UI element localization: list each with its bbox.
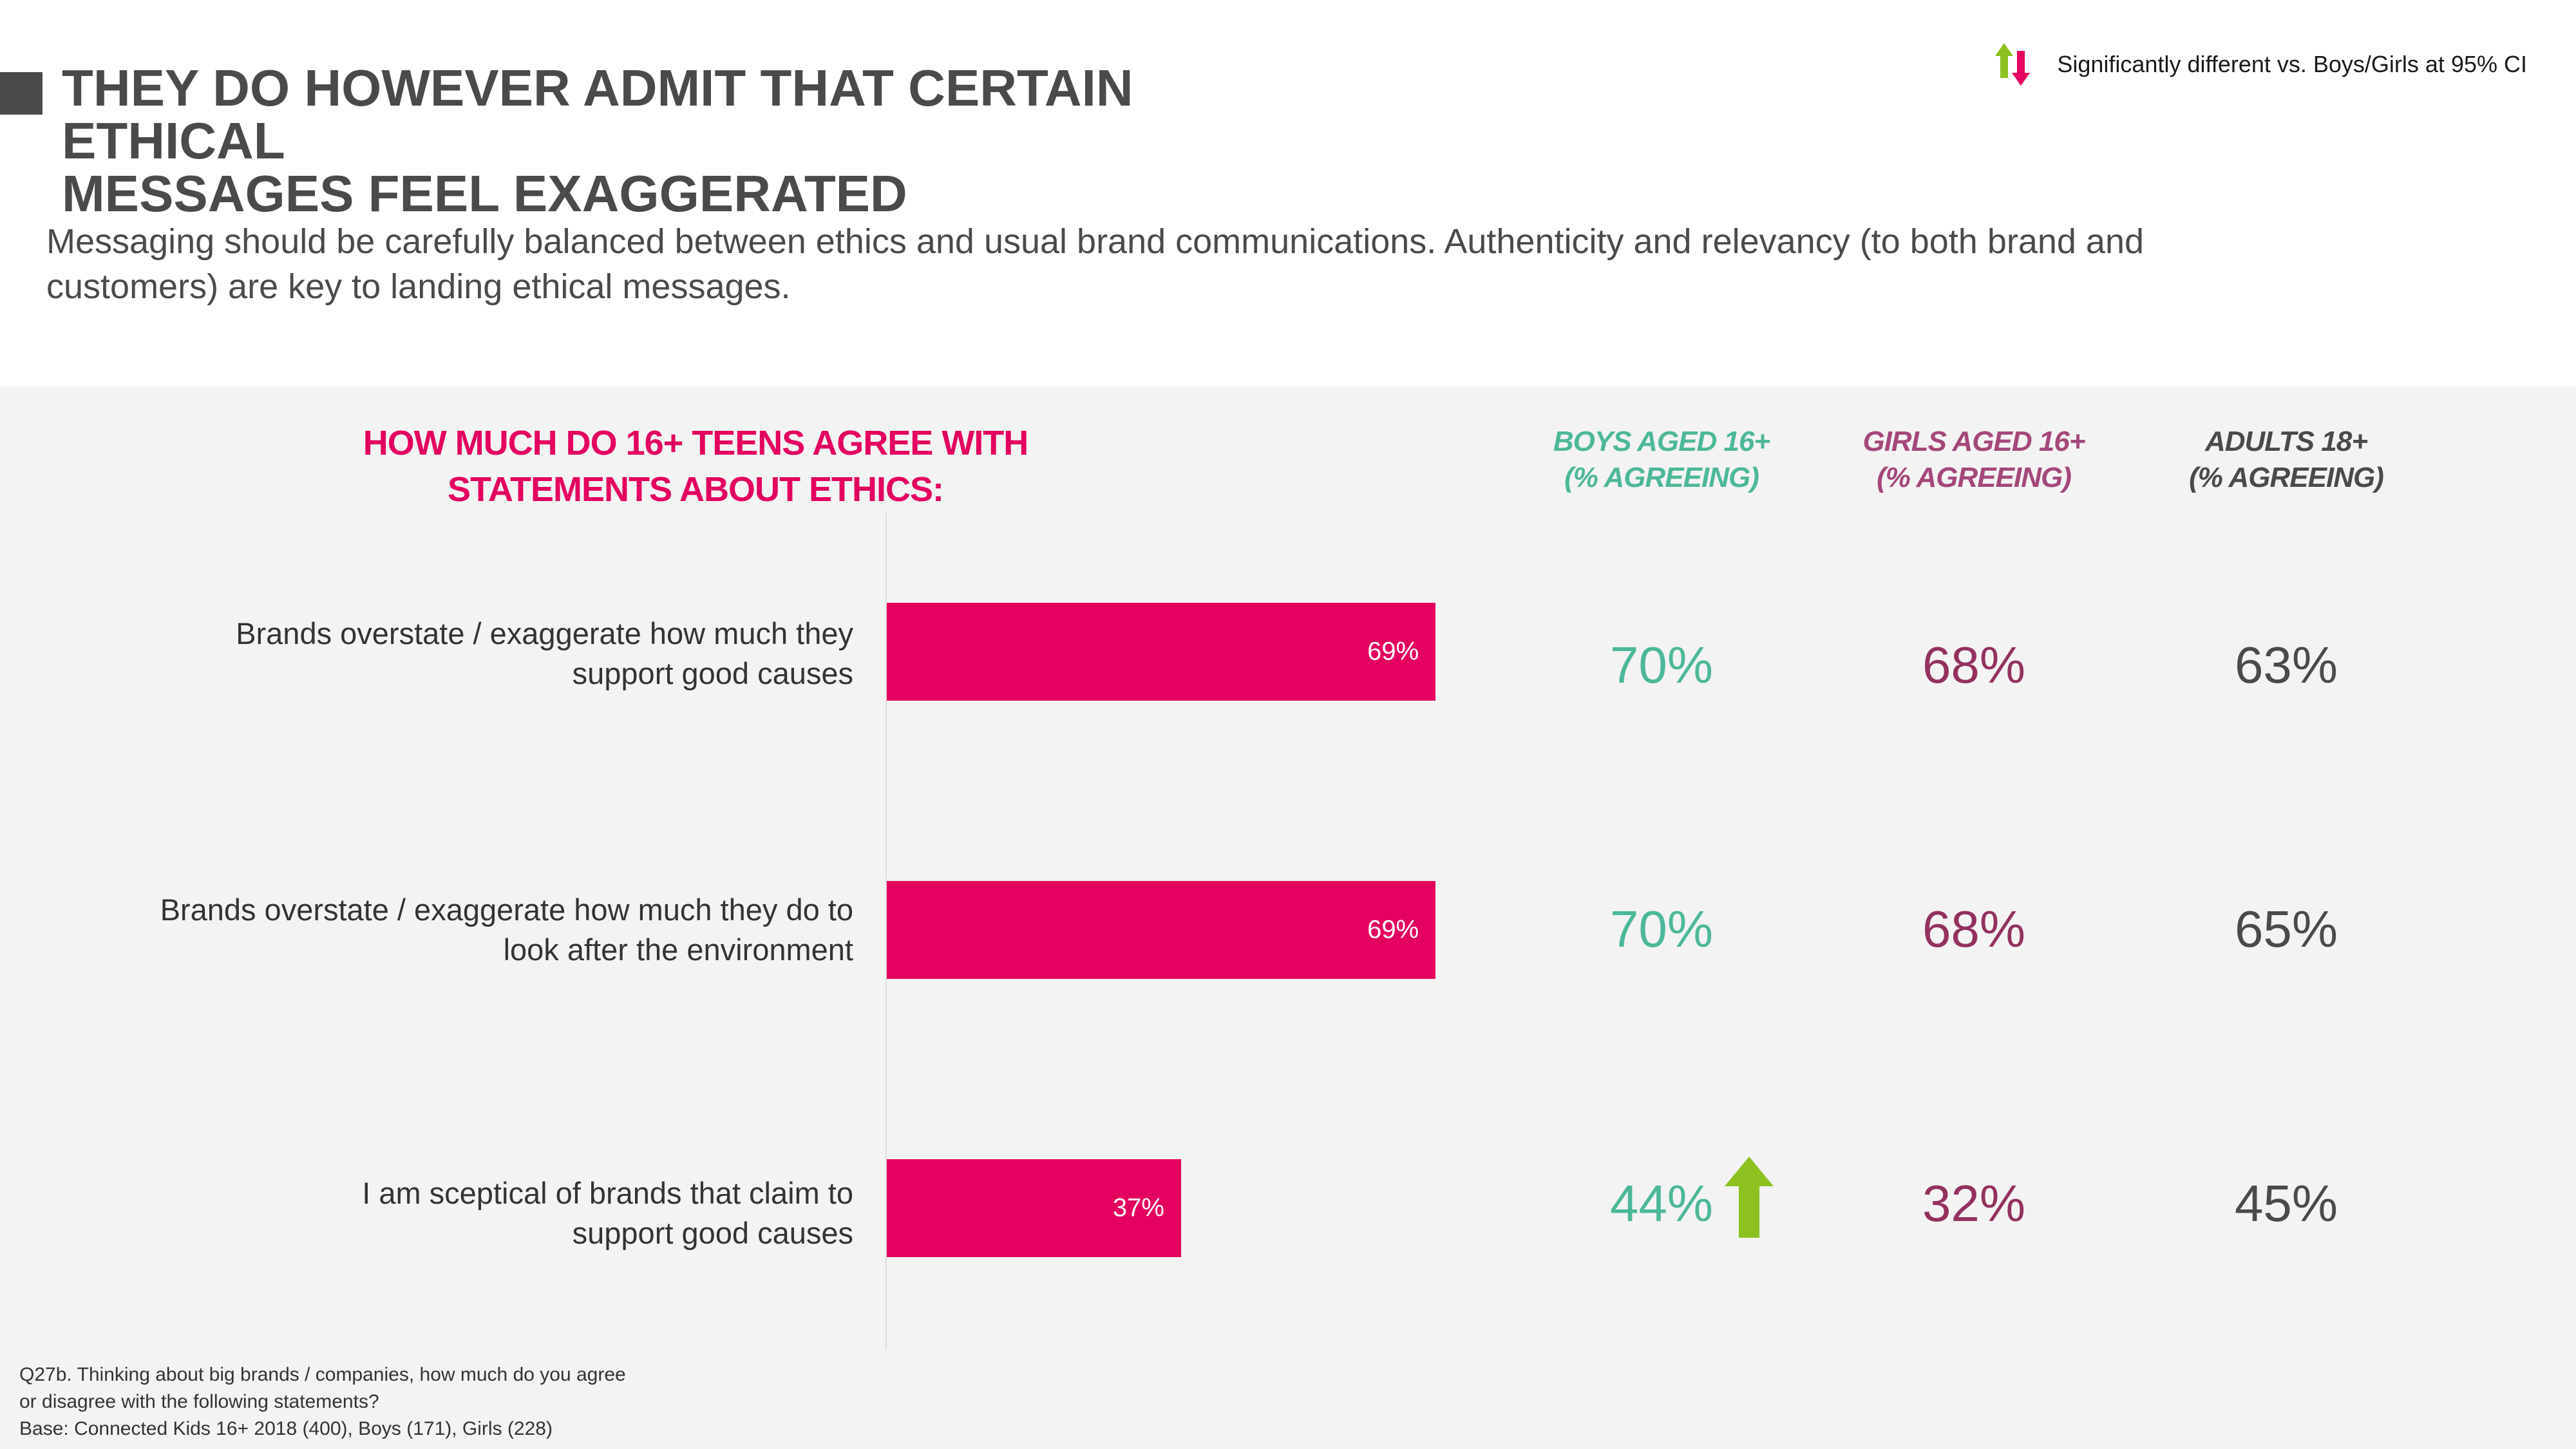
legend-text: Significantly different vs. Boys/Girls a… — [2057, 51, 2527, 77]
significance-legend: Significantly different vs. Boys/Girls a… — [1995, 41, 2527, 88]
bar-data-label: 69% — [1367, 637, 1419, 666]
column-header-girls-line-1: GIRLS AGED 16+ — [1862, 426, 2085, 457]
column-header-girls: GIRLS AGED 16+ (% AGREEING) — [1819, 424, 2128, 496]
stat-girls: 68% — [1922, 900, 2026, 958]
row-label-line-1: I am sceptical of brands that claim to — [362, 1176, 853, 1210]
bar-row-1: 69% — [887, 603, 1436, 701]
row-label: Brands overstate / exaggerate how much t… — [77, 890, 853, 970]
bar-row-2: 69% — [887, 881, 1436, 979]
chart-title-line-2: STATEMENTS ABOUT ETHICS: — [448, 470, 944, 509]
bar-row-3: 37% — [887, 1159, 1181, 1257]
footnote-line-3: Base: Connected Kids 16+ 2018 (400), Boy… — [19, 1418, 553, 1439]
stat-girls: 32% — [1922, 1175, 2026, 1232]
stat-boys: 70% — [1609, 900, 1714, 958]
column-header-adults-line-2: (% AGREEING) — [2189, 462, 2384, 493]
chart-axis-line — [886, 512, 887, 1349]
title-marker — [0, 72, 43, 115]
row-label-line-1: Brands overstate / exaggerate how much t… — [236, 616, 853, 650]
row-label-line-2: look after the environment — [503, 933, 853, 967]
row-label: I am sceptical of brands that claim to s… — [77, 1173, 853, 1253]
bar-data-label: 69% — [1367, 915, 1419, 944]
footnote-line-2: or disagree with the following statement… — [19, 1391, 379, 1412]
stat-adults: 63% — [2234, 636, 2338, 694]
footnote: Q27b. Thinking about big brands / compan… — [19, 1361, 792, 1443]
row-label: Brands overstate / exaggerate how much t… — [77, 614, 853, 694]
row-label-line-1: Brands overstate / exaggerate how much t… — [160, 893, 853, 927]
significance-up-arrow-icon — [1725, 1157, 1774, 1238]
subtitle-line-1: Messaging should be carefully balanced b… — [46, 222, 2145, 261]
footnote-line-1: Q27b. Thinking about big brands / compan… — [19, 1364, 626, 1385]
column-header-girls-line-2: (% AGREEING) — [1877, 462, 2072, 493]
stat-boys: 44% — [1609, 1175, 1714, 1232]
column-header-boys-line-2: (% AGREEING) — [1564, 462, 1759, 493]
chart-title: HOW MUCH DO 16+ TEENS AGREE WITH STATEME… — [341, 420, 1050, 513]
row-label-line-2: support good causes — [572, 656, 853, 690]
up-down-arrows-icon — [1995, 43, 2031, 86]
stat-adults: 45% — [2234, 1175, 2338, 1232]
page-title: THEY DO HOWEVER ADMIT THAT CERTAIN ETHIC… — [62, 62, 1350, 220]
stat-boys: 70% — [1609, 636, 1714, 694]
subtitle-line-2: customers) are key to landing ethical me… — [46, 267, 791, 306]
column-header-boys: BOYS AGED 16+ (% AGREEING) — [1507, 424, 1816, 496]
row-label-line-2: support good causes — [572, 1216, 853, 1250]
subtitle: Messaging should be carefully balanced b… — [46, 219, 2300, 309]
stat-girls: 68% — [1922, 636, 2026, 694]
stat-adults: 65% — [2234, 900, 2338, 958]
column-header-adults: ADULTS 18+ (% AGREEING) — [2132, 424, 2441, 496]
bar-data-label: 37% — [1112, 1193, 1164, 1222]
page-title-line-1: THEY DO HOWEVER ADMIT THAT CERTAIN ETHIC… — [62, 59, 1133, 169]
chart-title-line-1: HOW MUCH DO 16+ TEENS AGREE WITH — [363, 424, 1029, 462]
column-header-boys-line-1: BOYS AGED 16+ — [1553, 426, 1770, 457]
page-title-line-2: MESSAGES FEEL EXAGGERATED — [62, 165, 907, 222]
column-header-adults-line-1: ADULTS 18+ — [2204, 426, 2368, 457]
